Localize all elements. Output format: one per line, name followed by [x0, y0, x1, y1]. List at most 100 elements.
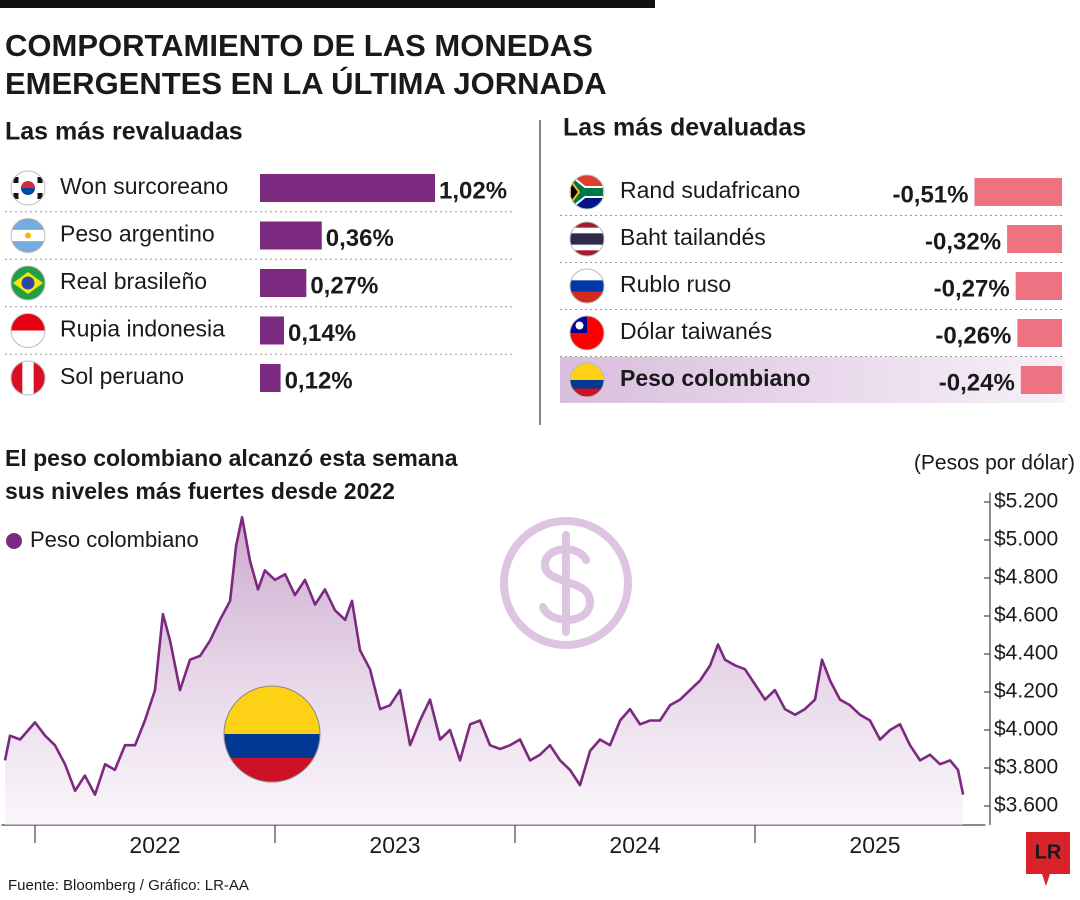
flag-icon	[10, 313, 46, 348]
y-tick-label: $4.200	[994, 680, 1058, 703]
flag-outline	[569, 174, 605, 210]
panel-title: Las más devaluadas	[563, 114, 806, 142]
flag-icon	[10, 265, 46, 301]
logo: LR	[1035, 841, 1062, 863]
flag-outline	[569, 362, 605, 398]
top-rule	[0, 0, 655, 8]
dollar-icon	[500, 517, 632, 649]
currency-name: Real brasileño	[60, 268, 207, 294]
flag-body	[570, 363, 604, 397]
bar	[1015, 272, 1062, 300]
flag-stripe	[570, 250, 604, 256]
flag-outline	[10, 265, 46, 301]
legend-marker	[6, 533, 22, 549]
flag-outline	[10, 360, 46, 396]
flag-icon	[569, 221, 605, 257]
panel-title: Las más revaluadas	[5, 118, 243, 146]
y-axis-label: (Pesos por dólar)	[914, 452, 1075, 475]
flag-stripe	[11, 218, 45, 231]
flag-part	[21, 188, 35, 195]
bar	[1017, 319, 1062, 347]
logo-box	[1026, 832, 1070, 886]
flag-stripe	[570, 227, 604, 234]
flag-outline	[10, 170, 46, 206]
highlight-band	[560, 357, 1065, 403]
flag-icon	[10, 170, 46, 206]
flag-body	[11, 313, 45, 348]
value-label: 0,36%	[326, 225, 394, 252]
currency-name: Dólar taiwanés	[620, 318, 772, 344]
y-tick-label: $3.800	[994, 756, 1058, 779]
flag-stripe	[22, 361, 34, 395]
currency-name: Sol peruano	[60, 363, 184, 389]
flag-stripe	[570, 197, 604, 209]
value-label: 0,12%	[285, 367, 353, 394]
bar	[1020, 366, 1062, 394]
flag-stripe	[570, 388, 604, 397]
main-title: EMERGENTES EN LA ÚLTIMA JORNADA	[5, 65, 607, 101]
value-label: -0,27%	[934, 275, 1010, 302]
bar	[260, 269, 307, 297]
flag-icon	[569, 174, 605, 210]
flag-part	[13, 177, 19, 183]
currency-name: Rublo ruso	[620, 271, 731, 297]
currency-name: Won surcoreano	[60, 173, 228, 199]
currency-name: Peso colombiano	[620, 365, 810, 391]
flag-stripe	[570, 222, 604, 228]
flag-icon	[569, 362, 605, 398]
flag-stripe	[570, 175, 604, 187]
x-tick-label: 2023	[369, 832, 420, 858]
chart-title: sus niveles más fuertes desde 2022	[5, 478, 395, 504]
flag-stripe	[11, 313, 45, 331]
y-tick-label: $4.000	[994, 718, 1058, 741]
value-label: 0,14%	[288, 320, 356, 347]
flag-stripe	[570, 244, 604, 251]
flag-part	[25, 232, 31, 239]
colombia-badge	[223, 685, 321, 783]
y-tick-label: $4.400	[994, 642, 1058, 665]
y-tick-label: $5.000	[994, 528, 1058, 551]
flag-stripe	[570, 233, 604, 245]
flag-outline	[569, 268, 605, 304]
flag-body	[570, 316, 604, 350]
flag-stripe	[570, 380, 604, 389]
flag-body	[570, 222, 604, 256]
flag-part	[575, 321, 584, 330]
flag-stripe	[570, 363, 604, 381]
flag-icon	[569, 315, 605, 351]
flag-outline	[569, 315, 605, 351]
flag-outline	[10, 313, 46, 348]
x-tick-label: 2025	[849, 832, 900, 858]
line	[3, 515, 965, 796]
flag-stripe	[11, 330, 45, 348]
currency-name: Rand sudafricano	[620, 177, 800, 203]
flag-part	[21, 181, 35, 188]
currency-name: Baht tailandés	[620, 224, 766, 250]
flag-body	[11, 171, 45, 205]
bar	[260, 174, 435, 202]
x-tick-label: 2022	[129, 832, 180, 858]
flag-part	[13, 193, 19, 199]
currency-name: Peso argentino	[60, 221, 215, 247]
flag-body	[570, 175, 604, 209]
flag-part	[37, 177, 43, 183]
flag-stripe	[570, 280, 604, 292]
flag-part	[570, 177, 581, 207]
flag-icon	[10, 360, 46, 396]
y-tick-label: $3.600	[994, 794, 1058, 817]
badge-outline	[223, 685, 321, 783]
flag-body	[11, 361, 45, 395]
value-label: 0,27%	[310, 272, 378, 299]
bar	[260, 316, 285, 345]
flag-part	[570, 175, 604, 209]
flag-body	[570, 269, 604, 303]
flag-stripe	[33, 361, 45, 395]
y-tick-label: $4.800	[994, 566, 1058, 589]
flag-stripe	[570, 291, 604, 303]
flag-outline	[10, 218, 46, 253]
value-label: 1,02%	[439, 177, 507, 204]
bar	[260, 221, 322, 250]
value-label: -0,26%	[935, 322, 1011, 349]
y-tick-label: $5.200	[994, 490, 1058, 513]
